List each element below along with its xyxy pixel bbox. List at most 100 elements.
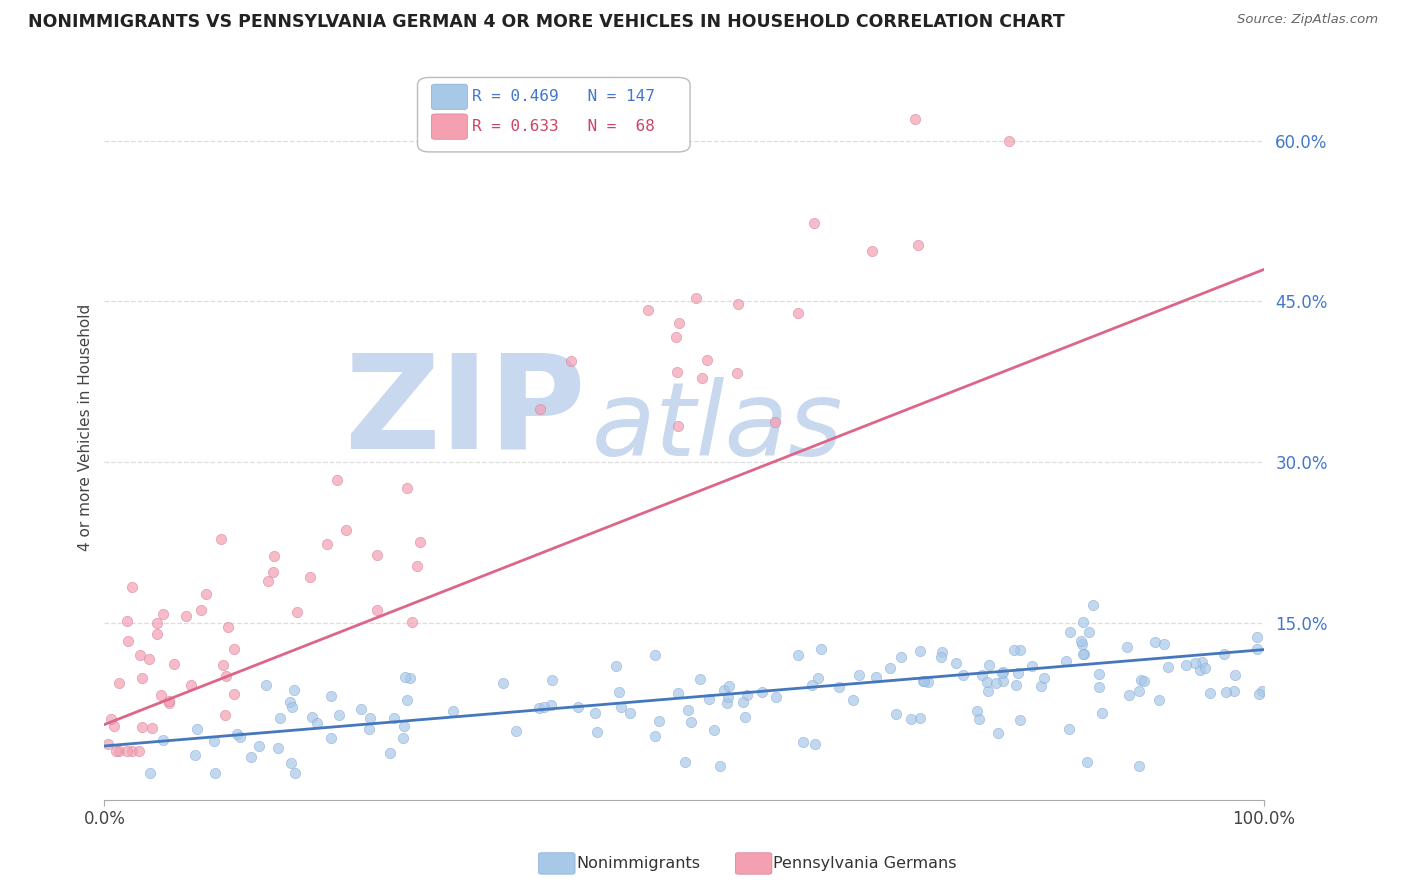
Point [492,675,515,690]
Point [734,710,756,724]
Point [1128,684,1150,698]
Point [668,317,690,331]
Point [1153,637,1175,651]
Point [605,659,627,673]
Point [1076,755,1098,769]
Point [716,696,738,710]
Point [1059,723,1081,737]
Point [141,722,163,736]
Point [121,580,143,594]
Point [860,244,883,258]
Point [108,744,131,758]
Point [325,474,347,488]
Point [335,523,357,537]
Point [976,684,998,698]
Point [952,668,974,682]
Point [1078,625,1101,640]
Point [278,695,301,709]
Point [409,535,432,549]
Point [692,371,714,385]
Point [970,668,993,682]
Point [1008,713,1031,727]
Point [1088,681,1111,695]
Point [696,353,718,368]
Point [725,366,748,380]
Point [174,609,197,624]
Point [1246,642,1268,657]
Point [382,710,405,724]
Point [262,565,284,579]
Point [713,683,735,698]
Point [1005,678,1028,692]
Point [316,537,339,551]
Point [998,134,1021,148]
Point [907,238,929,252]
Point [1223,668,1246,682]
Point [586,725,609,739]
Point [647,714,669,729]
Point [396,481,419,495]
Point [103,719,125,733]
Point [138,651,160,665]
Point [117,615,139,629]
Point [966,704,988,718]
Point [800,678,823,692]
Point [209,533,232,547]
Point [737,688,759,702]
Point [560,353,582,368]
Point [204,765,226,780]
Point [117,744,139,758]
Point [1198,686,1220,700]
Point [945,656,967,670]
Point [865,670,887,684]
Point [301,709,323,723]
Point [357,723,380,737]
Point [1213,647,1236,661]
Point [751,685,773,699]
Text: R = 0.469   N = 147: R = 0.469 N = 147 [472,89,655,104]
Point [1071,615,1094,629]
Point [976,674,998,689]
Text: atlas: atlas [592,377,844,477]
Point [803,216,825,230]
Point [904,112,927,127]
Point [1184,656,1206,670]
FancyBboxPatch shape [432,84,467,110]
Point [908,711,931,725]
Point [366,603,388,617]
Point [157,696,180,710]
Point [665,365,688,379]
Point [226,727,249,741]
Text: ZIP: ZIP [344,349,586,476]
Point [1246,630,1268,644]
Text: Nonimmigrants: Nonimmigrants [576,856,700,871]
Point [214,707,236,722]
Point [967,712,990,726]
Point [319,731,342,746]
Point [676,703,699,717]
Point [1249,687,1271,701]
Point [1071,647,1094,661]
Point [121,744,143,758]
Point [792,735,814,749]
Point [717,690,740,704]
Point [1029,679,1052,693]
Point [131,671,153,685]
Point [202,733,225,747]
Point [685,291,707,305]
Point [912,673,935,688]
Text: NONIMMIGRANTS VS PENNSYLVANIA GERMAN 4 OR MORE VEHICLES IN HOUSEHOLD CORRELATION: NONIMMIGRANTS VS PENNSYLVANIA GERMAN 4 O… [28,13,1064,31]
Point [689,672,711,686]
Point [1059,625,1081,640]
Point [401,615,423,630]
Text: Pennsylvania Germans: Pennsylvania Germans [773,856,957,871]
Point [929,649,952,664]
Point [848,667,870,681]
Point [540,698,562,713]
Point [392,731,415,745]
Point [665,330,688,344]
Point [727,296,749,310]
Point [1133,673,1156,688]
Point [786,648,808,663]
Point [183,748,205,763]
